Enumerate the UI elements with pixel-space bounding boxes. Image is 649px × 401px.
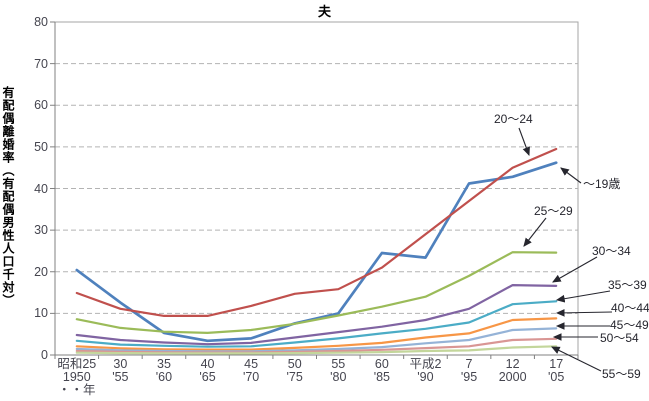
y-tick-label-0: 0 — [41, 348, 48, 362]
series-arrow-3 — [552, 256, 598, 283]
series-line-3 — [75, 284, 558, 346]
series-line-8 — [75, 345, 558, 355]
x-tick-label-8: 平成2'90 — [409, 357, 442, 384]
series-label-0: 20～24 — [494, 112, 533, 126]
series-arrow-4 — [555, 290, 611, 303]
series-label-7: 50～54 — [600, 331, 639, 345]
series-arrow-0 — [518, 127, 530, 157]
chart-title: 夫 — [317, 4, 331, 19]
x-tick-label-3: 40'65 — [199, 357, 216, 384]
series-label-6: 45～49 — [610, 318, 649, 332]
series-label-3: 30～34 — [592, 244, 631, 258]
series-arrow-5 — [555, 309, 613, 317]
y-tick-label-70: 70 — [34, 56, 48, 71]
x-tick-label-2: 35'60 — [155, 357, 173, 384]
x-tick-label-9: 7'95 — [460, 357, 478, 384]
y-tick-label-40: 40 — [34, 181, 48, 196]
series-line-4 — [75, 300, 558, 348]
x-tick-label-5: 50'75 — [286, 357, 303, 384]
y-tick-label-80: 80 — [34, 15, 48, 29]
x-tick-label-10: 12 2000 — [498, 357, 527, 384]
y-tick-label-50: 50 — [34, 139, 48, 154]
series-arrow-2 — [523, 217, 547, 247]
series-label-1: ～19歳 — [583, 177, 621, 191]
x-tick-label-4: 45'70 — [242, 357, 260, 384]
series-label-8: 55～59 — [602, 367, 641, 381]
x-tick-label-7: 60'85 — [373, 357, 391, 384]
series-label-4: 35～39 — [608, 278, 647, 292]
x-tick-label-11: 17'05 — [548, 357, 565, 384]
y-tick-label-30: 30 — [34, 223, 48, 238]
series-label-5: 40～44 — [611, 301, 649, 315]
series-line-5 — [75, 317, 558, 351]
series-label-2: 25～29 — [534, 204, 573, 218]
y-axis-title: 有配偶離婚率（有配偶男性人口千対） — [1, 86, 15, 307]
series-line-2 — [75, 251, 558, 334]
x-tick-label-0: 昭和25 1950 ・・年 — [57, 357, 97, 397]
series-arrow-1 — [560, 167, 582, 184]
series-arrow-8 — [551, 346, 602, 372]
x-tick-label-1: 30'55 — [112, 357, 129, 384]
y-tick-label-10: 10 — [34, 306, 48, 321]
y-tick-label-20: 20 — [34, 264, 48, 279]
y-tick-label-60: 60 — [34, 98, 48, 113]
x-tick-label-6: 55'80 — [330, 357, 347, 384]
series-line-1 — [75, 147, 558, 317]
series-line-0 — [75, 161, 558, 343]
series-line-6 — [75, 327, 558, 353]
